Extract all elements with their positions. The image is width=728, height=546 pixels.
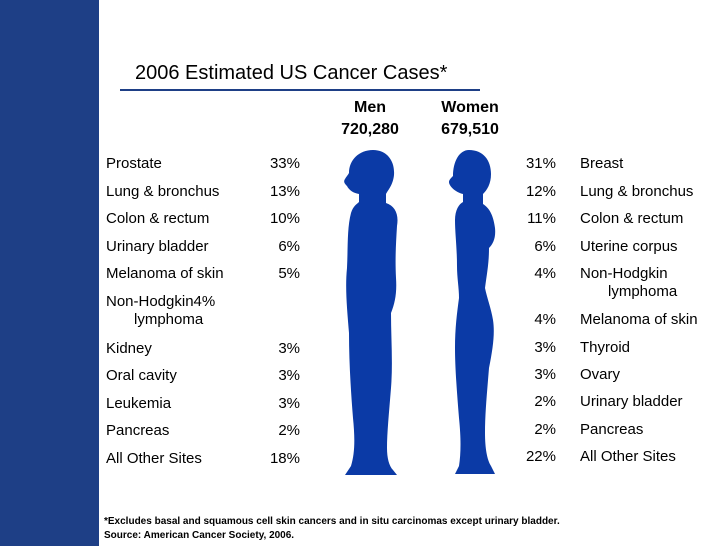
women-site-label-cont: lymphoma (608, 283, 678, 300)
footnote: *Excludes basal and squamous cell skin c… (104, 515, 560, 543)
accent-sidebar (0, 0, 99, 546)
men-site-pct: 33% (269, 155, 300, 172)
men-site-pct: 13% (269, 183, 300, 200)
women-total: 679,510 (441, 121, 499, 138)
footnote-source: Source: American Cancer Society, 2006. (104, 530, 295, 541)
women-site-label: Non-Hodgkin lymphoma (580, 265, 725, 301)
men-site-label: Prostate (106, 155, 162, 172)
footnote-exclusion: *Excludes basal and squamous cell skin c… (104, 516, 560, 527)
men-site-pct: 3% (278, 395, 300, 412)
female-silhouette-icon (449, 150, 496, 474)
men-site-label: Leukemia (106, 395, 172, 412)
women-site-label: Uterine corpus (580, 238, 678, 255)
women-site-pct: 2% (534, 393, 556, 410)
men-site-label-cont: lymphoma (134, 311, 204, 328)
women-site-label: Thyroid (580, 339, 631, 356)
men-site-label: Urinary bladder (106, 238, 209, 255)
men-header: Men 720,280 (325, 97, 415, 141)
title-underline (120, 89, 480, 91)
men-site-pct: 6% (278, 238, 300, 255)
women-site-pct: 12% (525, 183, 556, 200)
women-site-label: Ovary (580, 366, 621, 383)
women-site-pct: 2% (534, 421, 556, 438)
women-header: Women 679,510 (425, 97, 515, 141)
women-site-label: Breast (580, 155, 624, 172)
men-label: Men (354, 99, 386, 116)
slide-content (99, 0, 728, 546)
men-site-label: Melanoma of skin (106, 265, 224, 282)
women-site-pct: 11% (527, 210, 556, 227)
women-site-label: Urinary bladder (580, 393, 683, 410)
men-site-label: Oral cavity (106, 367, 177, 384)
women-site-pct: 22% (525, 448, 556, 465)
men-site-pct: 5% (278, 265, 300, 282)
men-site-label: All Other Sites (106, 450, 202, 467)
men-site-label: Non-Hodgkin4% lymphoma (106, 293, 256, 329)
men-site-label: Colon & rectum (106, 210, 210, 227)
women-label: Women (441, 99, 499, 116)
slide-title: 2006 Estimated US Cancer Cases* (135, 62, 448, 84)
women-site-label: Melanoma of skin (580, 311, 698, 328)
women-site-pct: 6% (534, 238, 556, 255)
women-site-label: Pancreas (580, 421, 644, 438)
men-site-label: Pancreas (106, 422, 170, 439)
women-site-pct: 3% (534, 339, 556, 356)
men-site-pct: 3% (278, 367, 300, 384)
women-site-pct: 31% (525, 155, 556, 172)
women-site-pct: 4% (534, 265, 556, 282)
men-site-label: Lung & bronchus (106, 183, 220, 200)
male-silhouette-icon (344, 150, 398, 475)
women-site-pct: 4% (534, 311, 556, 328)
women-site-label: Colon & rectum (580, 210, 684, 227)
women-site-label: All Other Sites (580, 448, 676, 465)
men-total: 720,280 (341, 121, 399, 138)
women-site-label: Lung & bronchus (580, 183, 694, 200)
men-site-label: Kidney (106, 340, 152, 357)
men-site-pct: 2% (278, 422, 300, 439)
men-site-pct: 3% (278, 340, 300, 357)
women-site-pct: 3% (534, 366, 556, 383)
men-site-pct: 18% (269, 450, 300, 467)
men-site-pct: 10% (269, 210, 300, 227)
